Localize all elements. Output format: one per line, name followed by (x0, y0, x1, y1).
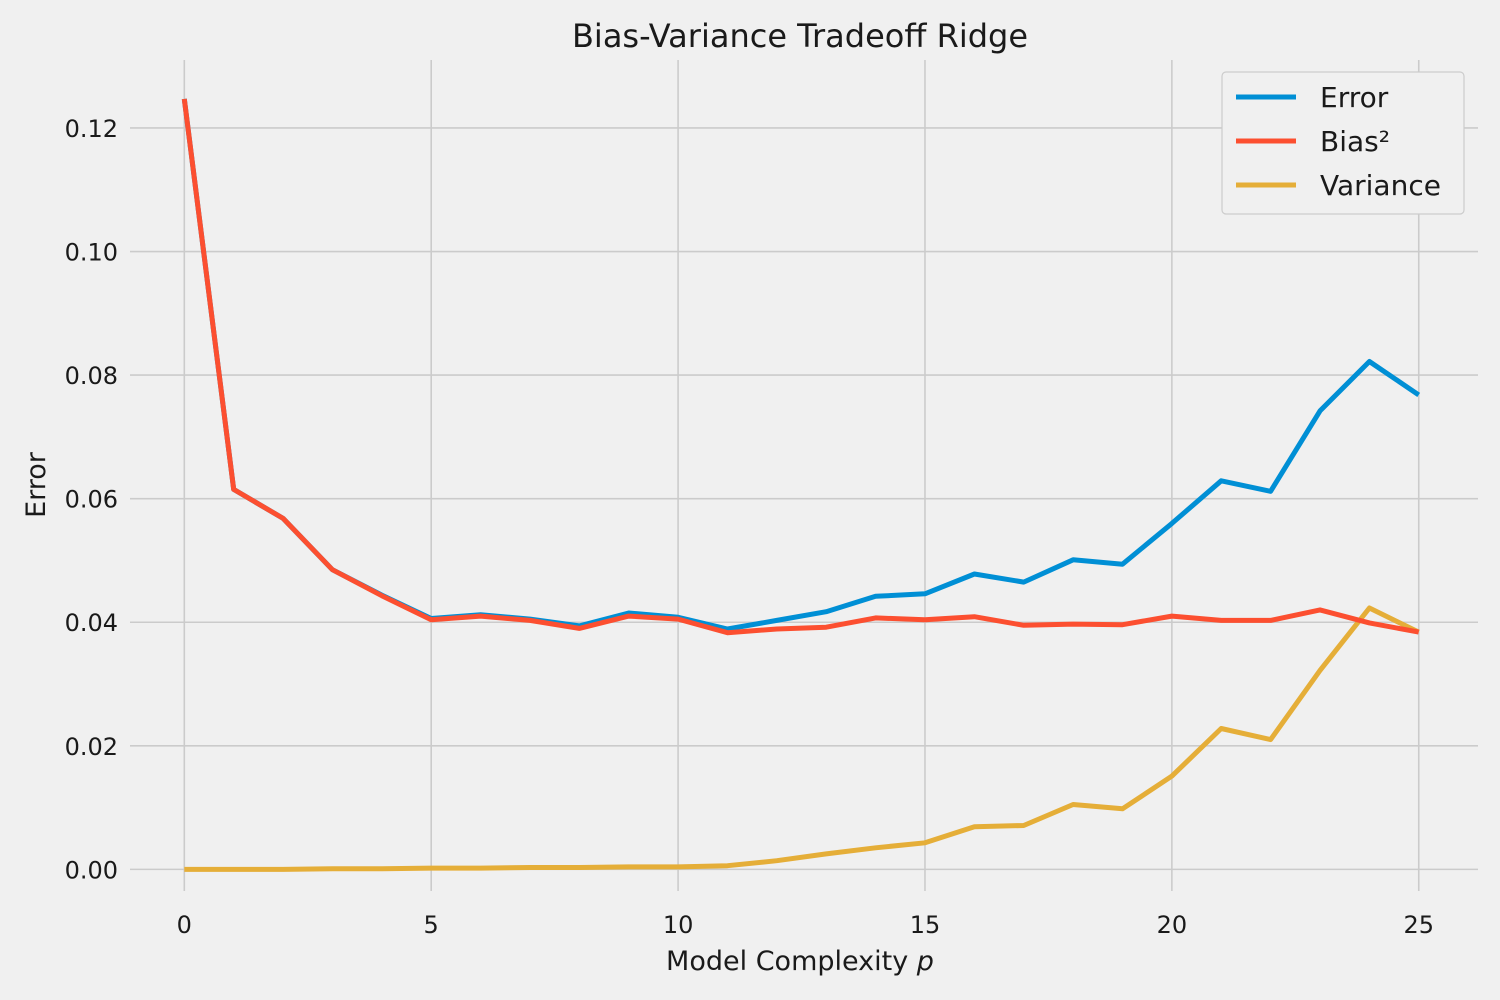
x-tick-label: 25 (1403, 911, 1434, 939)
x-tick-label: 10 (663, 911, 694, 939)
series-lines (181, 98, 1421, 872)
legend-label: Bias² (1320, 125, 1390, 158)
grid (130, 60, 1478, 891)
y-tick-label: 0.00 (65, 856, 118, 884)
y-tick-label: 0.10 (65, 239, 118, 267)
series-line-variance (184, 605, 1420, 872)
x-tick-label: 15 (910, 911, 941, 939)
y-axis-label: Error (21, 451, 52, 518)
tick-labels: 0 5 10 15 20 25 0.00 0.02 0.04 0.06 0.08 0.10 0.12 (65, 115, 1434, 939)
y-tick-label: 0.02 (65, 733, 118, 761)
x-axis-label: Model Complexity p (666, 946, 934, 977)
legend-label: Variance (1320, 169, 1441, 202)
y-tick-label: 0.06 (65, 486, 118, 514)
legend-label: Error (1320, 81, 1389, 114)
x-tick-label: 20 (1157, 911, 1188, 939)
x-axis-label-var: p (916, 946, 934, 977)
y-tick-label: 0.08 (65, 362, 118, 390)
legend-box (1221, 71, 1465, 215)
y-tick-label: 0.12 (65, 115, 118, 143)
x-axis-label-text: Model Complexity (666, 946, 908, 977)
series-line-bias- (181, 98, 1420, 636)
x-tick-label: 0 (177, 911, 192, 939)
y-tick-label: 0.04 (65, 609, 118, 637)
chart-title: Bias-Variance Tradeoff Ridge (572, 17, 1028, 55)
legend: Error Bias² Variance (1221, 71, 1465, 215)
x-tick-label: 5 (424, 911, 439, 939)
